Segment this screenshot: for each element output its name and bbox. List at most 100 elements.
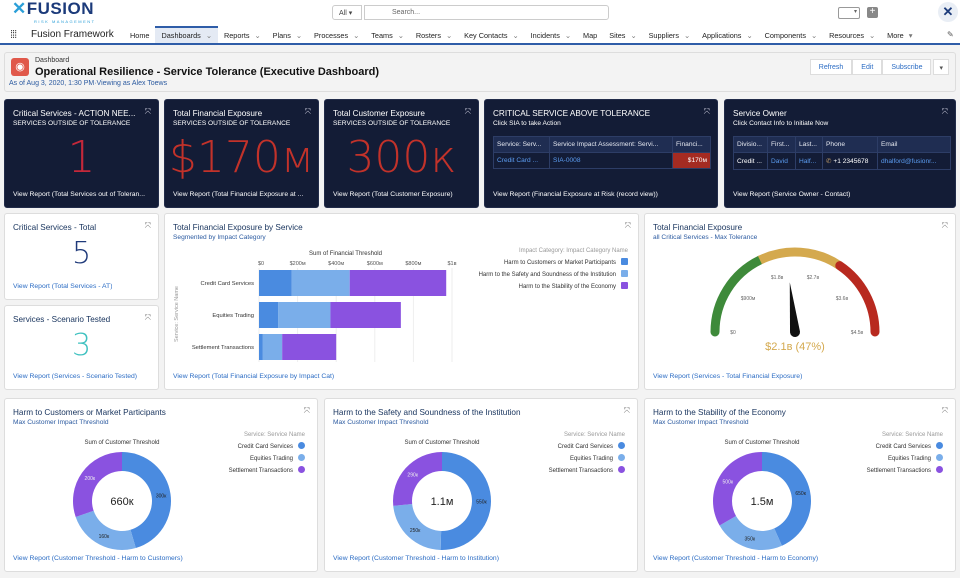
nav-item-components[interactable]: Components ⌄ — [759, 26, 824, 43]
add-icon[interactable]: + — [867, 7, 878, 18]
expand-icon[interactable]: ⤧ — [623, 406, 630, 415]
legend-item[interactable]: Credit Card Services — [549, 442, 625, 450]
nav-item-sites[interactable]: Sites ⌄ — [603, 26, 642, 43]
app-launcher-icon[interactable]: ⁞⁞⁞ — [10, 29, 17, 41]
chevron-down-icon[interactable]: ⌄ — [512, 31, 519, 40]
legend-item[interactable]: Credit Card Services — [867, 442, 943, 450]
view-report-link[interactable]: View Report (Financial Exposure at Risk … — [493, 191, 658, 198]
expand-icon[interactable]: ⤧ — [941, 221, 948, 230]
expand-icon[interactable]: ⤧ — [703, 107, 710, 116]
chevron-down-icon[interactable]: ⌄ — [630, 31, 637, 40]
donut-slice[interactable] — [75, 510, 136, 550]
legend-item[interactable]: Equities Trading — [229, 454, 305, 462]
donut-slice[interactable] — [713, 452, 762, 526]
column-header[interactable]: Service Impact Assessment: Servi... — [549, 136, 673, 153]
expand-icon[interactable]: ⤧ — [464, 107, 471, 116]
last-name-link[interactable]: Half... — [795, 152, 823, 170]
chevron-down-icon[interactable]: ⌄ — [205, 31, 212, 40]
search-input[interactable]: Search... — [364, 5, 609, 20]
legend-item[interactable]: Equities Trading — [549, 454, 625, 462]
nav-item-incidents[interactable]: Incidents ⌄ — [525, 26, 577, 43]
bar-segment[interactable] — [330, 302, 401, 328]
legend-item[interactable]: Settlement Transactions — [549, 466, 625, 474]
avatar[interactable]: ✕ — [938, 2, 958, 22]
refresh-button[interactable]: Refresh — [809, 59, 853, 75]
bar-segment[interactable] — [262, 334, 283, 360]
chevron-down-icon[interactable]: ⌄ — [353, 31, 360, 40]
view-report-link[interactable]: View Report (Customer Threshold - Harm t… — [653, 555, 819, 562]
chevron-down-icon[interactable]: ⌄ — [446, 31, 453, 40]
nav-item-dashboards[interactable]: Dashboards ⌄ — [155, 26, 218, 43]
column-header[interactable]: Financi... — [672, 136, 711, 153]
bar-segment[interactable] — [259, 302, 279, 328]
view-report-link[interactable]: View Report (Customer Threshold - Harm t… — [13, 555, 183, 562]
nav-item-applications[interactable]: Applications ⌄ — [696, 26, 758, 43]
nav-item-reports[interactable]: Reports ⌄ — [218, 26, 267, 43]
chevron-down-icon[interactable]: ⌄ — [746, 31, 753, 40]
donut-slice[interactable] — [122, 452, 171, 549]
column-header[interactable]: Phone — [822, 136, 878, 153]
search-scope-select[interactable]: All ▾ — [332, 5, 362, 20]
view-report-link[interactable]: View Report (Total Financial Exposure by… — [173, 373, 335, 380]
sia-link[interactable]: SIA-0008 — [549, 152, 673, 169]
view-report-link[interactable]: View Report (Services - Scenario Tested) — [13, 373, 138, 380]
chevron-down-icon[interactable]: ⌄ — [683, 31, 691, 40]
donut-slice[interactable] — [762, 452, 811, 546]
nav-item-home[interactable]: Home — [124, 26, 155, 43]
donut-slice[interactable] — [719, 516, 782, 550]
bar-segment[interactable] — [259, 334, 263, 360]
view-report-link[interactable]: View Report (Service Owner - Contact) — [733, 191, 851, 198]
chevron-down-icon[interactable]: ⌄ — [564, 31, 571, 40]
email-link[interactable]: dhalford@fusionr... — [877, 152, 951, 170]
bar-segment[interactable] — [259, 270, 292, 296]
legend-item[interactable]: Harm to the Stability of the Economy — [479, 282, 628, 290]
view-report-link[interactable]: View Report (Total Financial Exposure at… — [173, 191, 304, 198]
nav-item-rosters[interactable]: Rosters ⌄ — [410, 26, 458, 43]
bar-segment[interactable] — [282, 334, 337, 360]
legend-item[interactable]: Harm to the Safety and Soundness of the … — [479, 270, 628, 278]
view-report-link[interactable]: View Report (Total Services - AT) — [13, 283, 113, 290]
expand-icon[interactable]: ⤧ — [144, 313, 151, 322]
nav-item-map[interactable]: Map — [577, 26, 603, 43]
column-header[interactable]: Email — [877, 136, 951, 153]
view-report-link[interactable]: View Report (Services - Total Financial … — [653, 373, 803, 380]
fusion-logo[interactable]: ✕FUSION RISK MANAGEMENT — [12, 0, 112, 26]
column-header[interactable]: Divisio... — [733, 136, 768, 153]
phone-link[interactable]: ✆ +1 2345678 — [822, 152, 878, 170]
column-header[interactable]: Service: Serv... — [493, 136, 550, 153]
view-report-link[interactable]: View Report (Customer Threshold - Harm t… — [333, 555, 499, 562]
column-header[interactable]: Last... — [795, 136, 823, 153]
expand-icon[interactable]: ⤧ — [941, 107, 948, 116]
chevron-down-icon[interactable]: ⌄ — [295, 31, 303, 40]
more-actions-button[interactable]: ▾ — [933, 59, 949, 75]
view-report-link[interactable]: View Report (Total Customer Exposure) — [333, 191, 453, 198]
favorites-button[interactable]: ▾ — [838, 7, 860, 19]
legend-item[interactable]: Harm to Customers or Market Participants — [479, 258, 628, 266]
expand-icon[interactable]: ⤧ — [624, 221, 631, 230]
bar-segment[interactable] — [278, 302, 331, 328]
subscribe-button[interactable]: Subscribe — [882, 59, 932, 75]
column-header[interactable]: First... — [767, 136, 796, 153]
edit-nav-icon[interactable]: ✎ — [947, 30, 954, 39]
nav-item-key-contacts[interactable]: Key Contacts ⌄ — [458, 26, 525, 43]
donut-slice[interactable] — [73, 452, 122, 518]
nav-item-plans[interactable]: Plans ⌄ — [267, 26, 308, 43]
nav-item-teams[interactable]: Teams ⌄ — [365, 26, 410, 43]
expand-icon[interactable]: ⤧ — [144, 221, 151, 230]
legend-item[interactable]: Equities Trading — [867, 454, 943, 462]
donut-slice[interactable] — [393, 452, 442, 506]
chevron-down-icon[interactable]: ⌄ — [254, 31, 261, 40]
donut-slice[interactable] — [393, 504, 442, 550]
nav-item-more[interactable]: More ▾ — [881, 26, 918, 43]
chevron-down-icon[interactable]: ⌄ — [397, 31, 404, 40]
bar-segment[interactable] — [349, 270, 447, 296]
expand-icon[interactable]: ⤧ — [941, 406, 948, 415]
chevron-down-icon[interactable]: ▾ — [908, 31, 913, 40]
expand-icon[interactable]: ⤧ — [304, 107, 311, 116]
donut-slice[interactable] — [440, 452, 491, 550]
chevron-down-icon[interactable]: ⌄ — [810, 31, 818, 40]
nav-item-processes[interactable]: Processes ⌄ — [308, 26, 365, 43]
legend-item[interactable]: Settlement Transactions — [867, 466, 943, 474]
edit-button[interactable]: Edit — [852, 59, 883, 75]
service-link[interactable]: Credit Card ... — [493, 152, 550, 169]
